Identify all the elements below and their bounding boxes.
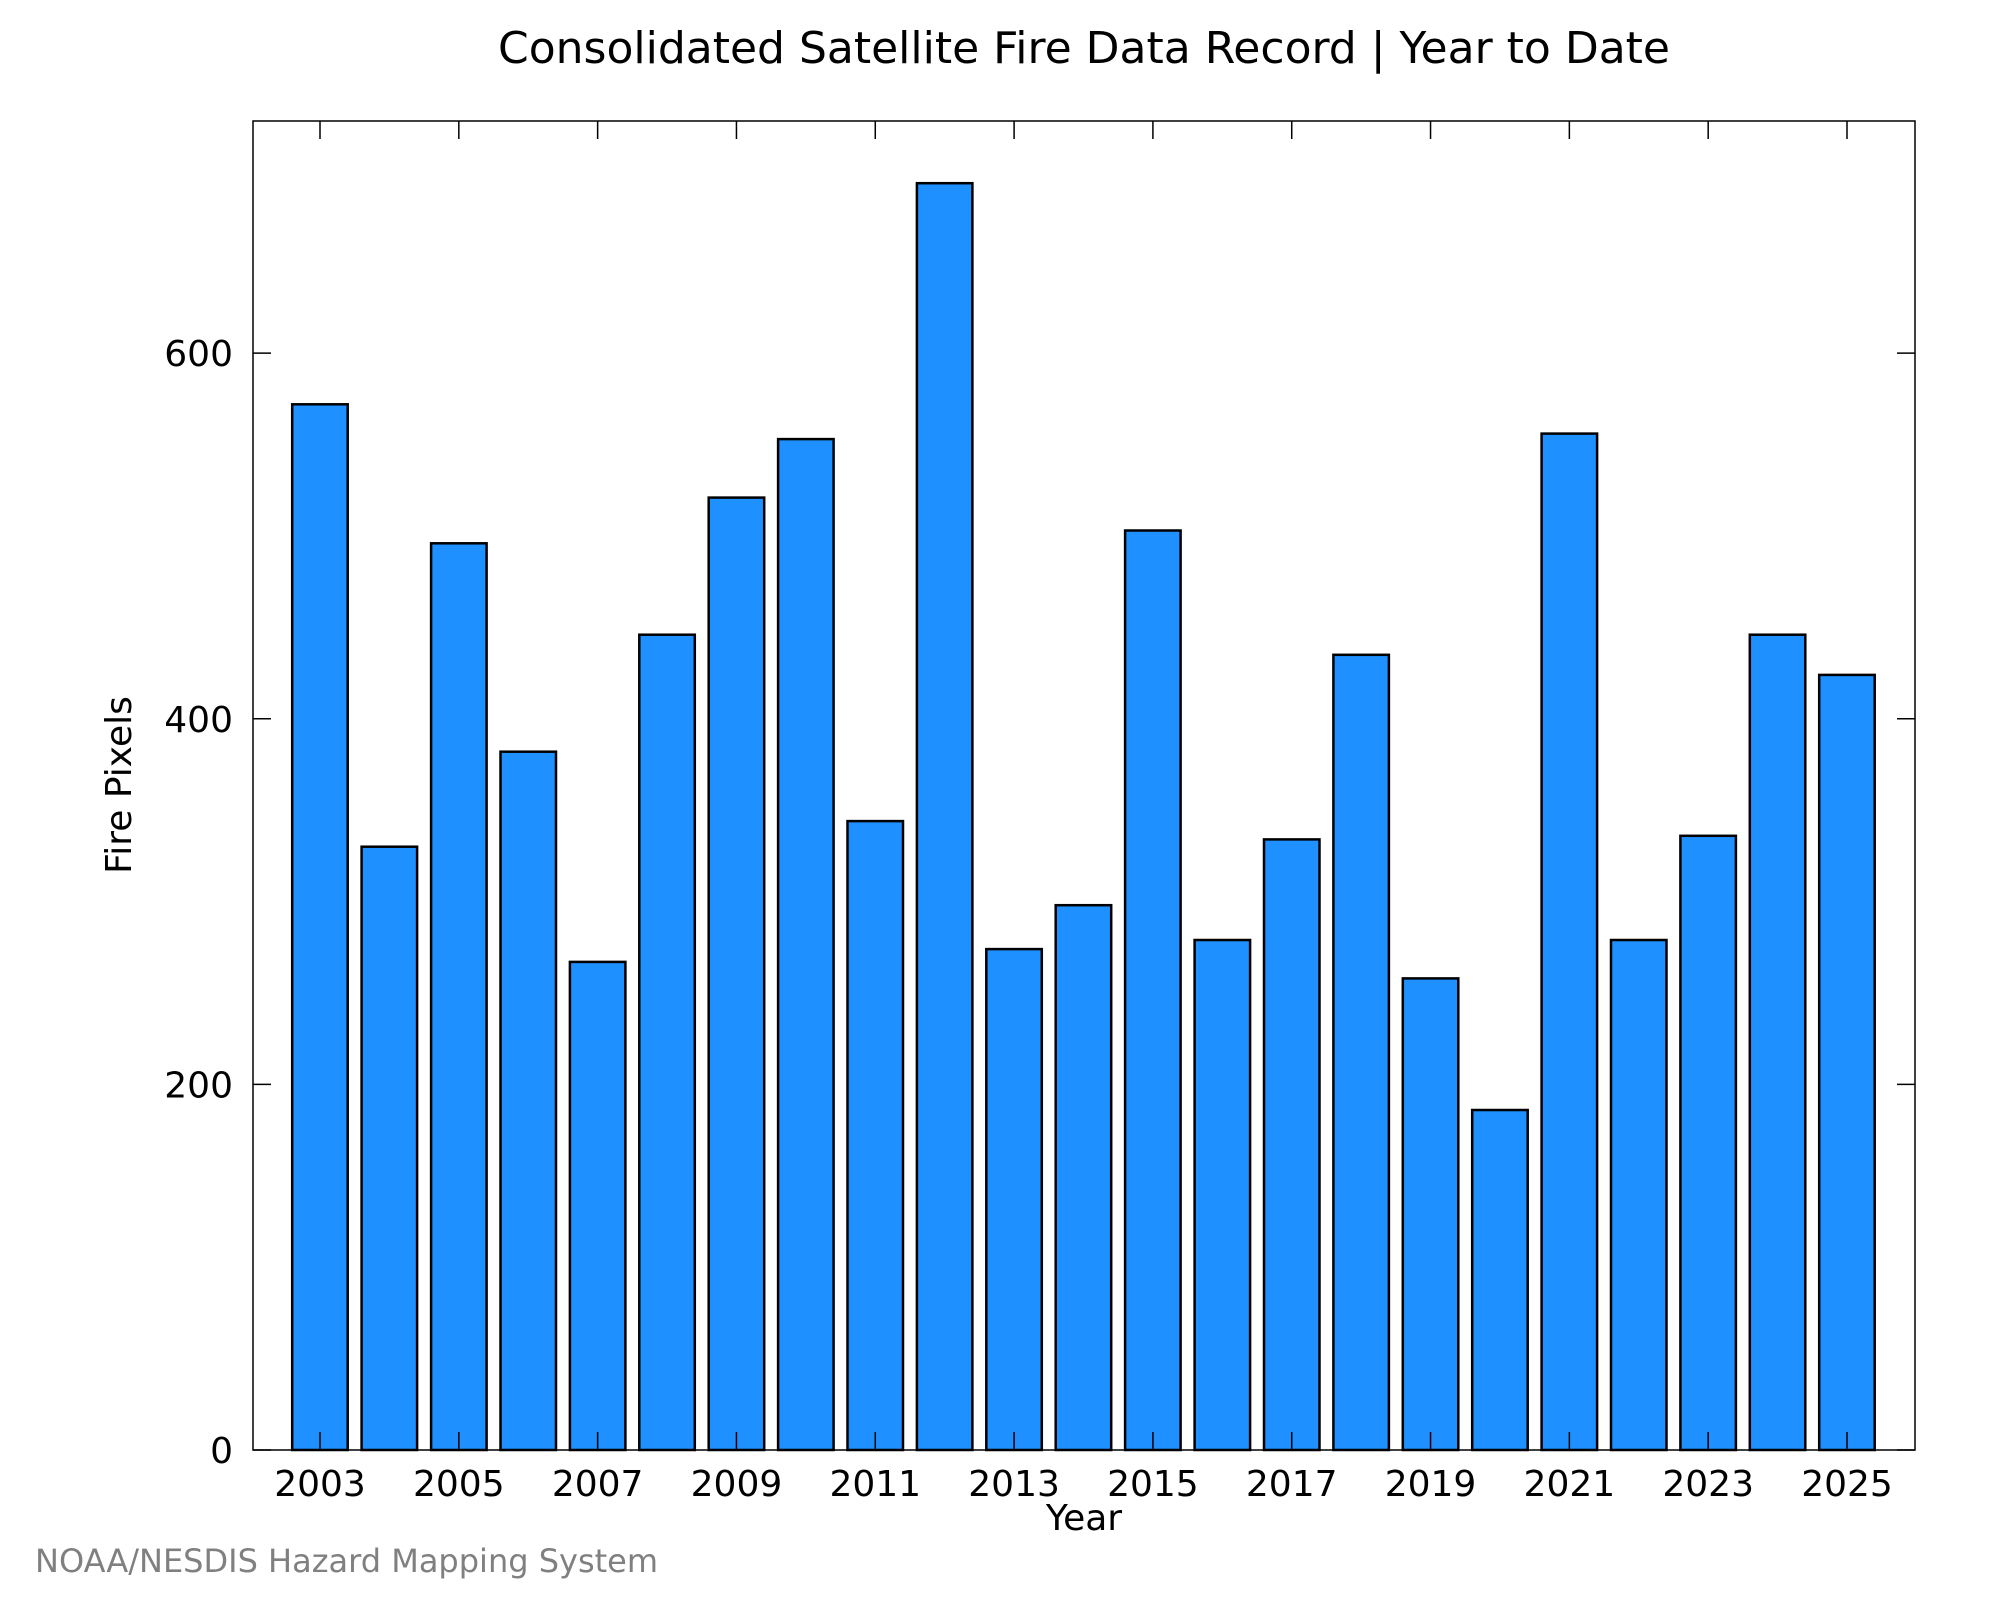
- x-tick-labels: 2003 2005 2007 2009 2011 2013 2015 2017 2019 2021…: [274, 1464, 1893, 1505]
- bar-2016: [1193, 938, 1252, 1452]
- x-tick-label-2019: 2019: [1385, 1464, 1477, 1505]
- bar-2024: [1748, 633, 1807, 1452]
- x-tick-label-2013: 2013: [968, 1464, 1060, 1505]
- x-axis-label: Year: [1045, 1498, 1122, 1539]
- x-tick-label-2005: 2005: [413, 1464, 505, 1505]
- plot-frame: [252, 120, 1916, 1451]
- x-tick-label-2021: 2021: [1524, 1464, 1616, 1505]
- x-tick-label-2017: 2017: [1246, 1464, 1338, 1505]
- bar-2022: [1609, 938, 1668, 1452]
- y-tick-label-600: 600: [164, 334, 233, 375]
- bar-2021: [1540, 432, 1599, 1452]
- bar-2017: [1262, 838, 1321, 1452]
- ticks-layer: [253, 121, 1915, 1451]
- y-tick-labels: 0 200 400 600: [164, 334, 233, 1472]
- bar-2012: [915, 181, 974, 1452]
- bar-2025: [1817, 673, 1876, 1452]
- y-tick-label-0: 0: [210, 1431, 233, 1472]
- bar-2013: [985, 947, 1044, 1452]
- x-tick-label-2015: 2015: [1107, 1464, 1199, 1505]
- x-tick-label-2007: 2007: [552, 1464, 644, 1505]
- y-tick-label-200: 200: [164, 1065, 233, 1106]
- bar-2003: [290, 403, 349, 1452]
- y-tick-label-400: 400: [164, 700, 233, 741]
- bar-2011: [846, 819, 905, 1452]
- bar-2010: [776, 437, 835, 1452]
- credit-text: NOAA/NESDIS Hazard Mapping System: [35, 1542, 658, 1580]
- x-tick-label-2025: 2025: [1801, 1464, 1893, 1505]
- bar-2006: [499, 750, 558, 1452]
- x-tick-label-2011: 2011: [829, 1464, 921, 1505]
- bar-2008: [638, 633, 697, 1452]
- bars-layer: [290, 181, 1876, 1452]
- x-tick-label-2003: 2003: [274, 1464, 366, 1505]
- bar-2005: [429, 542, 488, 1452]
- bar-2014: [1054, 903, 1113, 1452]
- x-tick-label-2023: 2023: [1662, 1464, 1754, 1505]
- bar-2018: [1332, 653, 1391, 1452]
- bar-2004: [360, 845, 419, 1452]
- bar-2020: [1470, 1108, 1529, 1452]
- bar-2009: [707, 496, 766, 1452]
- y-axis-label: Fire Pixels: [99, 696, 140, 874]
- bar-2023: [1679, 834, 1738, 1452]
- chart-title: Consolidated Satellite Fire Data Record …: [498, 23, 1670, 74]
- bar-2019: [1401, 977, 1460, 1452]
- bar-2007: [568, 960, 627, 1452]
- x-tick-label-2009: 2009: [691, 1464, 783, 1505]
- bar-2015: [1123, 529, 1182, 1452]
